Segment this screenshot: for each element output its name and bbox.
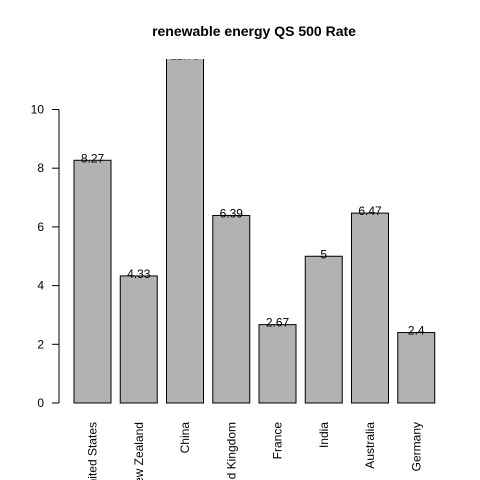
- chart-title: renewable energy QS 500 Rate: [152, 23, 356, 39]
- bar: [258, 324, 297, 404]
- bar: [304, 255, 343, 404]
- x-category-label: United States: [86, 422, 100, 480]
- x-category-label: China: [178, 422, 192, 454]
- bar-value-label: 6.39: [220, 206, 244, 220]
- x-category-label: United Kingdom: [224, 422, 238, 480]
- bar-value-label: 4.33: [127, 267, 151, 281]
- y-tick-label: 8: [37, 161, 44, 175]
- x-category-label: France: [271, 422, 285, 460]
- y-tick-label: 6: [37, 220, 44, 234]
- x-category-label: Australia: [363, 422, 377, 469]
- y-tick-label: 4: [37, 279, 44, 293]
- x-labels-group: United States New Zealand China United King…: [86, 422, 424, 480]
- bar-value-label: 8.27: [81, 151, 105, 165]
- bar: [212, 214, 251, 404]
- bars-group: [73, 59, 436, 404]
- x-category-label: India: [317, 422, 331, 448]
- bar-value-label: 5: [320, 247, 327, 261]
- bar: [397, 332, 436, 404]
- x-category-label: New Zealand: [132, 422, 146, 480]
- bar: [119, 275, 158, 404]
- y-tick-label: 2: [37, 337, 44, 351]
- x-category-label: Germany: [409, 422, 423, 471]
- y-tick-label: 10: [31, 103, 45, 117]
- bar: [73, 159, 112, 404]
- bar-value-label: 11.78: [170, 48, 199, 62]
- y-tick-label: 0: [37, 396, 44, 410]
- bar: [351, 212, 389, 404]
- data-labels-group: 8.27 4.33 11.78 6.39 2.67 5 6.47 2.4: [81, 48, 425, 338]
- bar-value-label: 6.47: [358, 204, 382, 218]
- bar-value-label: 2.4: [408, 324, 425, 338]
- bar: [166, 59, 204, 404]
- bar-value-label: 2.67: [266, 316, 290, 330]
- y-axis: 0 2 4 6 8 10: [31, 103, 60, 410]
